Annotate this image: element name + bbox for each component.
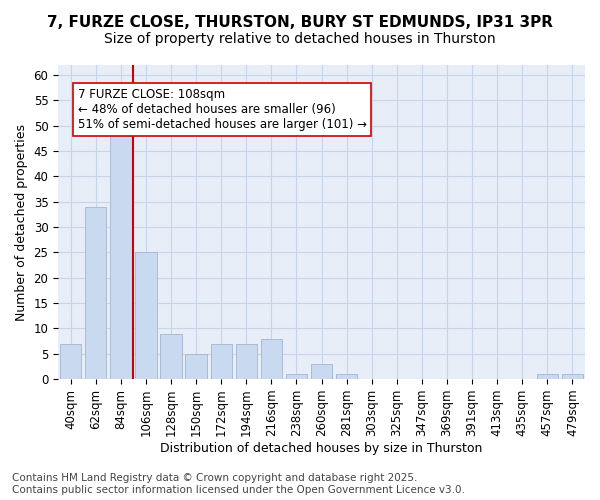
- Bar: [135, 252, 157, 379]
- Bar: [160, 334, 182, 379]
- X-axis label: Distribution of detached houses by size in Thurston: Distribution of detached houses by size …: [160, 442, 483, 455]
- Bar: [537, 374, 558, 379]
- Bar: [286, 374, 307, 379]
- Bar: [211, 344, 232, 379]
- Bar: [336, 374, 358, 379]
- Text: 7, FURZE CLOSE, THURSTON, BURY ST EDMUNDS, IP31 3PR: 7, FURZE CLOSE, THURSTON, BURY ST EDMUND…: [47, 15, 553, 30]
- Bar: [562, 374, 583, 379]
- Bar: [110, 126, 131, 379]
- Bar: [261, 338, 282, 379]
- Y-axis label: Number of detached properties: Number of detached properties: [15, 124, 28, 320]
- Bar: [185, 354, 207, 379]
- Text: Contains HM Land Registry data © Crown copyright and database right 2025.
Contai: Contains HM Land Registry data © Crown c…: [12, 474, 465, 495]
- Bar: [60, 344, 82, 379]
- Text: 7 FURZE CLOSE: 108sqm
← 48% of detached houses are smaller (96)
51% of semi-deta: 7 FURZE CLOSE: 108sqm ← 48% of detached …: [78, 88, 367, 131]
- Text: Size of property relative to detached houses in Thurston: Size of property relative to detached ho…: [104, 32, 496, 46]
- Bar: [85, 207, 106, 379]
- Bar: [236, 344, 257, 379]
- Bar: [311, 364, 332, 379]
